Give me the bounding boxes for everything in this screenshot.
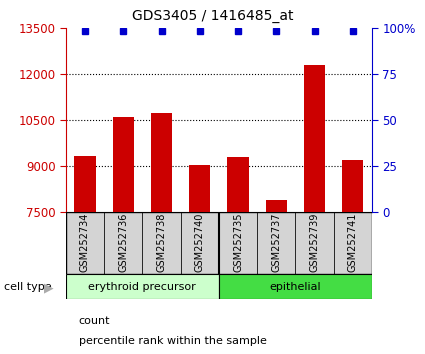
Bar: [227, 157, 249, 212]
Text: ▶: ▶: [44, 281, 54, 294]
Text: erythroid precursor: erythroid precursor: [88, 282, 196, 292]
Bar: [295, 212, 334, 274]
Bar: [142, 212, 181, 274]
Bar: [219, 274, 372, 299]
Text: GSM252734: GSM252734: [80, 212, 90, 272]
Bar: [304, 65, 325, 212]
Text: GSM252741: GSM252741: [348, 212, 358, 272]
Bar: [66, 274, 219, 299]
Bar: [219, 212, 257, 274]
Text: GDS3405 / 1416485_at: GDS3405 / 1416485_at: [132, 9, 293, 23]
Bar: [334, 212, 372, 274]
Text: GSM252740: GSM252740: [195, 212, 205, 272]
Text: count: count: [79, 316, 110, 326]
Bar: [181, 212, 219, 274]
Text: epithelial: epithelial: [269, 282, 321, 292]
Text: GSM252736: GSM252736: [118, 212, 128, 272]
Bar: [151, 113, 172, 212]
Bar: [189, 165, 210, 212]
Text: cell type: cell type: [4, 282, 52, 292]
Text: GSM252737: GSM252737: [271, 212, 281, 272]
Bar: [66, 212, 104, 274]
Bar: [74, 156, 96, 212]
Text: GSM252739: GSM252739: [309, 212, 320, 272]
Bar: [266, 200, 287, 212]
Bar: [342, 160, 363, 212]
Text: GSM252738: GSM252738: [156, 212, 167, 272]
Bar: [113, 117, 134, 212]
Bar: [104, 212, 142, 274]
Text: GSM252735: GSM252735: [233, 212, 243, 272]
Bar: [257, 212, 295, 274]
Text: percentile rank within the sample: percentile rank within the sample: [79, 336, 266, 346]
